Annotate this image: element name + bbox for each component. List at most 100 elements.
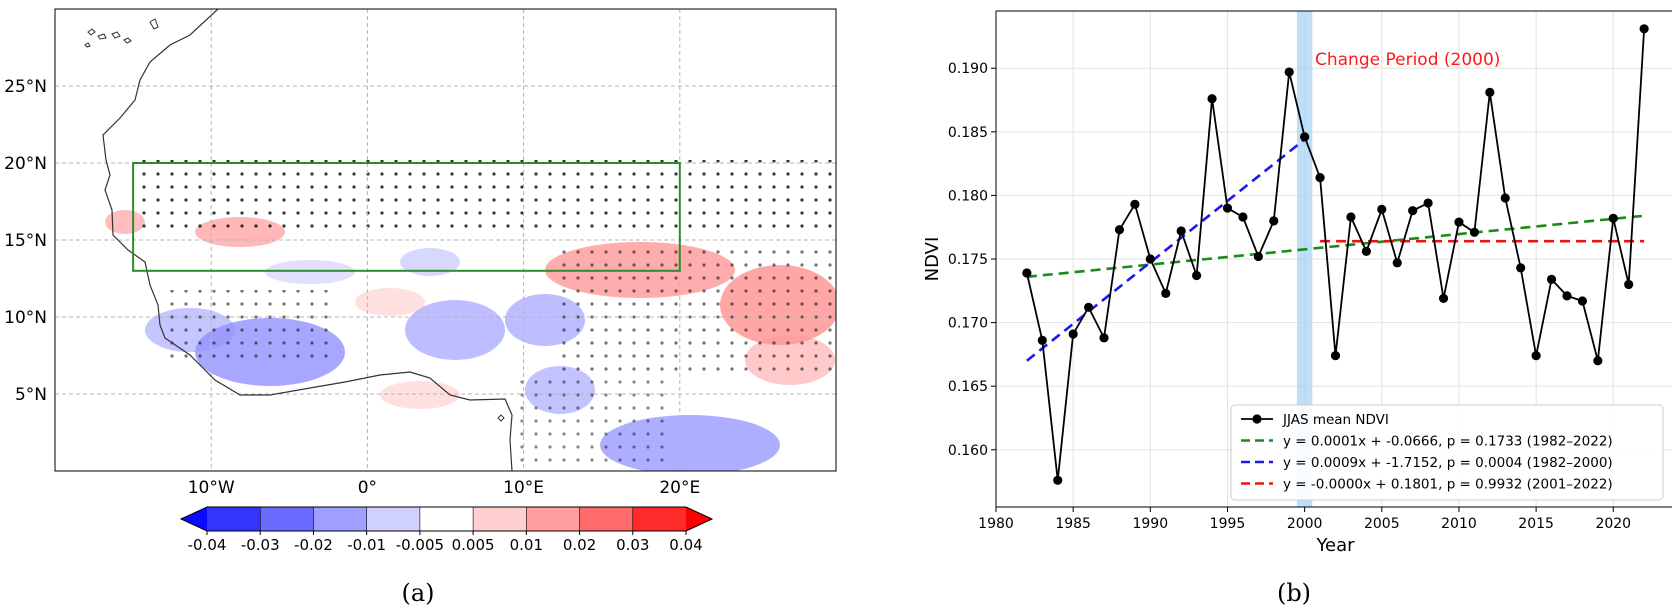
ndvi-point [1145,254,1155,264]
ndvi-series [1022,24,1649,485]
bioko-island [497,414,505,422]
ndvi-point [1639,24,1649,34]
colorbar-tick-label: 0.04 [669,536,702,554]
ndvi-point [1562,291,1572,301]
y-tick-label: 0.175 [948,252,988,268]
anomaly-patch [380,381,460,409]
significance-stippling [560,245,835,375]
ndvi-point [1500,193,1510,203]
significance-stippling [520,380,670,470]
lon-tick-label: 20°E [659,478,700,498]
colorbar-tick-label: -0.03 [241,536,280,554]
x-tick-label: 1985 [1055,516,1091,532]
anomaly-patch [400,248,460,276]
legend-label: y = 0.0009x + -1.7152, p = 0.0004 (1982–… [1283,455,1613,471]
ndvi-point [1114,225,1125,235]
ndvi-point [1083,302,1094,312]
ndvi-point [1284,67,1294,77]
anomaly-patch [355,288,425,316]
ndvi-point [1053,475,1063,485]
coastline [102,9,513,471]
ndvi-point [1099,333,1109,343]
colorbar-tick-label: -0.04 [188,536,227,554]
lat-tick-label: 25°N [4,77,47,97]
lon-tick-label: 0° [358,478,377,498]
change-period-label: Change Period (2000) [1315,50,1500,70]
caption-b: (b) [1277,579,1311,607]
colorbar-segment [419,507,474,531]
ndvi-point [1253,251,1263,262]
ndvi-point [1176,226,1186,236]
y-tick-label: 0.180 [948,188,988,204]
ndvi-point [1022,268,1032,278]
colorbar-segment [526,507,581,531]
map-tick-labels: 10°W 0° 10°E 20°E 5°N 10°N 15°N 20°N 25°N [4,77,700,498]
ndvi-point [1315,173,1325,183]
y-tick-label: 0.170 [948,316,988,332]
ndvi-point [1624,279,1634,290]
x-tick-label: 1995 [1210,516,1246,532]
colorbar-extend-high [686,507,712,531]
ndvi-point [1546,274,1557,284]
ndvi-point [1361,246,1371,256]
significance-stippling [165,290,335,365]
trend-line [1026,138,1306,362]
ndvi-point [1300,132,1310,142]
x-tick-label: 2020 [1595,516,1631,532]
y-axis-label: NDVI [922,237,943,282]
ndvi-point [1222,203,1233,213]
legend: JJAS mean NDVI y = 0.0001x + -0.0666, p =… [1230,404,1664,501]
ndvi-point [1516,263,1526,273]
timeseries-panel: Change Period (2000) 1980 1985 1990 1995 200… [922,10,1672,607]
ndvi-point [1238,212,1248,222]
caption-a: (a) [401,579,434,607]
colorbar-tick-label: -0.01 [347,536,386,554]
map-panel: 10°W 0° 10°E 20°E5°N10°N15°N20°N25°N -0.04-… [4,8,837,607]
lon-tick-label: 10°W [188,478,235,498]
ndvi-point [1037,335,1047,345]
ndvi-point [1392,258,1402,268]
ndvi-point [1608,213,1618,223]
ndvi-point [1192,270,1202,281]
y-tick-label: 0.165 [948,379,988,395]
trend-lines [1026,138,1645,362]
ndvi-point [1454,217,1464,227]
colorbar-extend-low [181,507,207,531]
colorbar-tick-label: -0.005 [396,536,444,554]
ndvi-point [1130,199,1140,209]
x-tick-label: 1980 [978,516,1014,532]
x-tick-label: 2000 [1287,516,1323,532]
x-tick-label: 1990 [1132,516,1168,532]
ndvi-point [1269,216,1279,226]
colorbar-segment [207,507,261,531]
significance-stippling [135,160,835,230]
colorbar-segment [579,507,634,531]
legend-label: y = -0.0000x + 0.1801, p = 0.9932 (2001–… [1283,477,1613,493]
colorbar-tick-label: 0.005 [452,536,495,554]
legend-label: JJAS mean NDVI [1282,412,1389,428]
lat-tick-label: 5°N [15,385,47,405]
x-axis-label: Year [1315,535,1355,556]
colorbar-segment [313,507,368,531]
ndvi-point [1346,212,1356,222]
study-region-box [132,162,681,272]
y-tick-label: 0.190 [948,61,988,77]
ndvi-point [1531,351,1541,361]
ndvi-point [1593,356,1603,366]
lat-tick-label: 15°N [4,231,47,251]
ndvi-point [1408,206,1418,216]
colorbar-tick-label: 0.01 [510,536,543,554]
lat-tick-label: 20°N [4,154,47,174]
lat-tick-label: 10°N [4,308,47,328]
colorbar-segment [473,507,527,531]
ndvi-point [1161,288,1171,298]
colorbar-segment [366,507,421,531]
y-tick-label: 0.185 [948,125,988,141]
colorbar: -0.04 -0.03 -0.02 -0.01 -0.005 0.005 0.01 0.02 0… [179,506,714,554]
trend-line [1026,214,1645,279]
colorbar-tick-label: 0.02 [563,536,596,554]
colorbar-tick-label: -0.02 [294,536,333,554]
anomaly-patch [405,300,505,360]
ndvi-point [1423,198,1433,208]
